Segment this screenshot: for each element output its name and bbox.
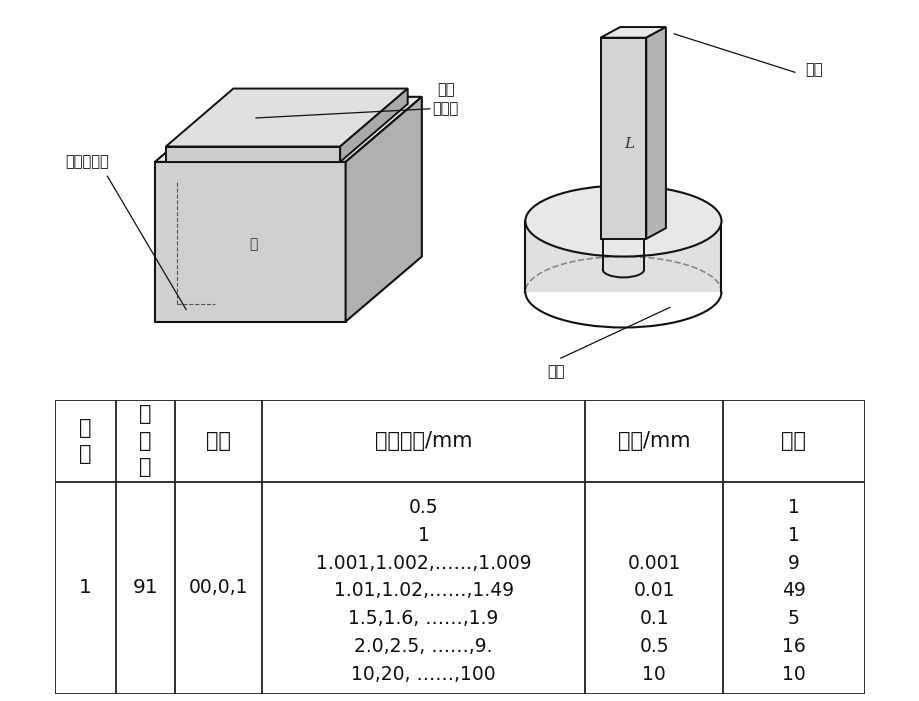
Text: 2.0,2.5, ……,9.: 2.0,2.5, ……,9. [354,637,493,656]
Text: 49: 49 [781,581,805,601]
Polygon shape [346,97,422,322]
Text: 1.5,1.6, ……,1.9: 1.5,1.6, ……,1.9 [348,609,498,628]
Text: 间隔/mm: 间隔/mm [618,431,690,451]
Polygon shape [600,38,646,239]
Text: 量块: 量块 [804,62,822,77]
Text: 1: 1 [788,526,799,545]
Text: 16: 16 [781,637,805,656]
Text: 下测量平面: 下测量平面 [65,154,109,170]
Text: 0.5: 0.5 [639,637,668,656]
Text: 10: 10 [781,665,805,683]
Text: 总
块
数: 总 块 数 [139,404,152,477]
Text: 上测
量平面: 上测 量平面 [432,83,459,116]
Text: L: L [623,137,633,151]
Text: 9: 9 [788,554,799,573]
Text: 平晶: 平晶 [547,364,564,379]
Text: 00,0,1: 00,0,1 [188,578,248,597]
Polygon shape [165,88,407,147]
Text: 0.001: 0.001 [627,554,680,573]
Text: 块数: 块数 [780,431,806,451]
Text: 1: 1 [79,578,92,597]
Text: 0.1: 0.1 [639,609,668,628]
Text: 级别: 级别 [206,431,231,451]
Text: 5: 5 [788,609,799,628]
Text: 尺寸系列/mm: 尺寸系列/mm [374,431,471,451]
Text: 套
别: 套 别 [79,418,92,464]
Text: 卧: 卧 [248,238,257,252]
Text: 0.5: 0.5 [408,498,438,517]
Text: 0.01: 0.01 [633,581,675,601]
Text: 1: 1 [788,498,799,517]
Text: 10,20, ……,100: 10,20, ……,100 [351,665,495,683]
Text: 1: 1 [417,526,429,545]
Text: 1.001,1.002,……,1.009: 1.001,1.002,……,1.009 [315,554,531,573]
Polygon shape [340,88,407,162]
Text: 91: 91 [132,578,158,597]
Polygon shape [646,27,665,239]
Polygon shape [165,147,340,162]
Polygon shape [154,97,422,162]
Polygon shape [525,221,720,292]
Ellipse shape [525,186,720,257]
Text: 10: 10 [641,665,665,683]
Polygon shape [154,162,346,322]
Text: 1.01,1.02,……,1.49: 1.01,1.02,……,1.49 [334,581,513,601]
Polygon shape [600,27,665,38]
